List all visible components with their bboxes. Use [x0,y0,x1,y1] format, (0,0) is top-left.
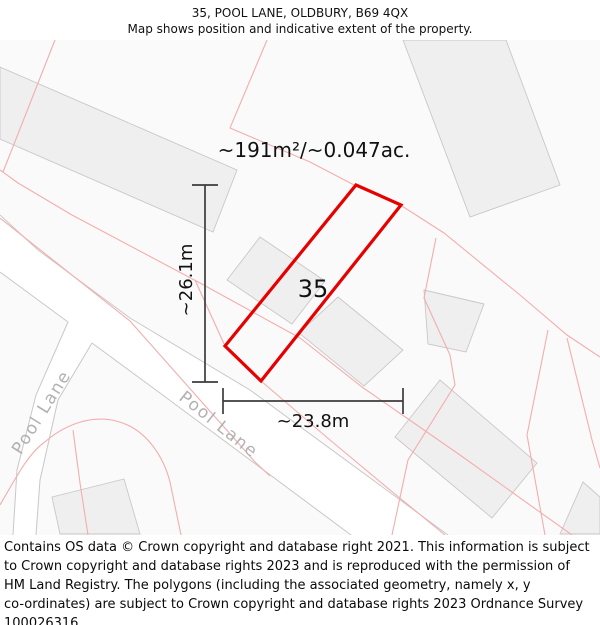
building-polygon [51,478,141,535]
footer-line: 100026316. [4,616,83,625]
buildings [0,40,600,535]
parcel-line [2,40,56,173]
building-polygon [402,40,561,218]
header: 35, POOL LANE, OLDBURY, B69 4QX Map show… [0,0,600,40]
building-polygon [226,236,326,325]
road-edge-line [35,342,93,535]
parcel-line [0,217,271,477]
parcel-line [194,279,446,535]
road-edge-line [0,271,69,535]
footer-line: HM Land Registry. The polygons (includin… [4,578,531,593]
property-map: ~191m²/~0.047ac. 35 ~26.1m ~23.8m Pool L… [0,40,600,535]
width-dimension-label: ~23.8m [277,411,350,432]
building-polygon [423,289,485,353]
road-pool-lane-main [0,215,448,535]
building-polygon [559,481,600,535]
parcel-line [391,237,456,535]
parcel-lines [0,40,600,535]
footer-line: to Crown copyright and database rights 2… [4,559,570,574]
dimension-lines [192,184,404,414]
parcel-line-curve [0,418,182,535]
building-polygon [298,296,404,387]
building-polygon [394,379,538,519]
building-polygon [0,66,238,233]
footer-line: co-ordinates) are subject to Crown copyr… [4,597,584,612]
parcel-line [72,429,89,535]
parcel-line [526,329,549,535]
parcel-line [0,169,573,535]
parcel-line [229,40,357,187]
page-title: 35, POOL LANE, OLDBURY, B69 4QX [191,6,409,20]
property-outline [222,183,404,384]
footer-line: Contains OS data © Crown copyright and d… [4,540,590,555]
copyright-footer: Contains OS data © Crown copyright and d… [4,538,598,625]
parcel-line [566,337,600,469]
road-edge-line [91,342,352,535]
height-dimension-label: ~26.1m [176,244,197,317]
plot-number-label: 35 [298,275,329,303]
page-subtitle: Map shows position and indicative extent… [127,22,473,36]
area-label: ~191m²/~0.047ac. [218,138,411,162]
